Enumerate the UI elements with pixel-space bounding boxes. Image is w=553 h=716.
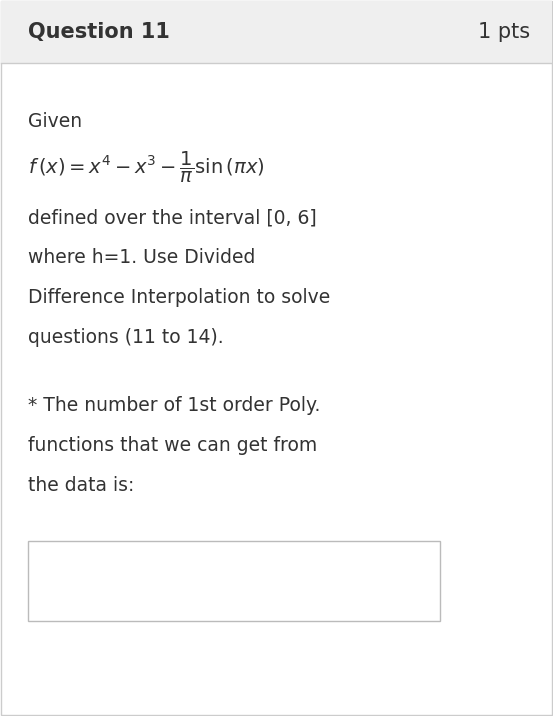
Text: functions that we can get from: functions that we can get from (28, 436, 317, 455)
Text: defined over the interval [0, 6]: defined over the interval [0, 6] (28, 208, 317, 227)
Text: where h=1. Use Divided: where h=1. Use Divided (28, 248, 255, 267)
Text: Difference Interpolation to solve: Difference Interpolation to solve (28, 288, 330, 307)
Bar (1, 1, 552, 63)
Text: * The number of 1st order Poly.: * The number of 1st order Poly. (28, 396, 320, 415)
Text: $f\,(x) = x^4 - x^3 - \dfrac{1}{\pi}\mathrm{sin}\,(\pi x)$: $f\,(x) = x^4 - x^3 - \dfrac{1}{\pi}\mat… (28, 150, 265, 185)
Text: 1 pts: 1 pts (478, 22, 530, 42)
Text: the data is:: the data is: (28, 476, 134, 495)
Text: Given: Given (28, 112, 82, 131)
Text: Question 11: Question 11 (28, 22, 170, 42)
Bar (28, 541, 440, 621)
Text: questions (11 to 14).: questions (11 to 14). (28, 328, 223, 347)
